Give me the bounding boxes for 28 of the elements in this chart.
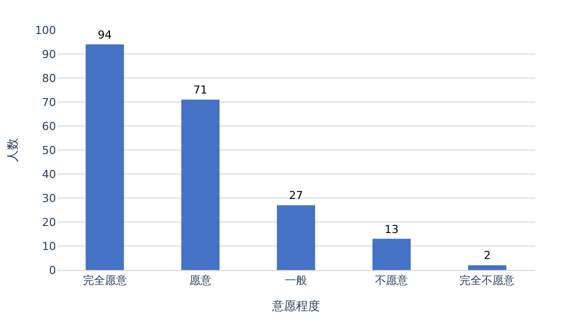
y-tick-label: 80 <box>42 72 56 85</box>
bar <box>276 205 316 270</box>
y-tick-label: 60 <box>42 120 56 133</box>
y-axis-title: 人数 <box>5 138 20 162</box>
bar <box>86 44 124 270</box>
x-axis-title: 意愿程度 <box>271 299 320 314</box>
data-label: 94 <box>98 28 112 42</box>
y-tick-label: 70 <box>42 96 56 109</box>
data-label: 2 <box>484 249 491 262</box>
x-tick-label: 愿意 <box>189 274 212 288</box>
x-tick-label: 完全不愿意 <box>460 274 515 288</box>
y-tick-label: 20 <box>42 216 56 229</box>
y-tick-label: 100 <box>35 24 56 37</box>
bar <box>181 100 220 270</box>
bar <box>372 238 411 270</box>
y-tick-label: 50 <box>42 144 56 157</box>
y-tick-label: 30 <box>42 192 56 205</box>
data-label: 71 <box>193 84 208 97</box>
y-tick-label: 40 <box>42 168 56 181</box>
bar <box>468 265 506 270</box>
x-tick-label: 不愿意 <box>375 274 408 288</box>
x-tick-label: 完全愿意 <box>82 274 127 288</box>
x-tick-label: 一般 <box>285 274 307 288</box>
y-tick-label: 10 <box>42 240 56 253</box>
data-label: 27 <box>289 189 303 202</box>
data-label: 13 <box>384 222 399 236</box>
y-tick-label: 90 <box>42 48 56 61</box>
y-tick-label: 0 <box>49 264 56 277</box>
